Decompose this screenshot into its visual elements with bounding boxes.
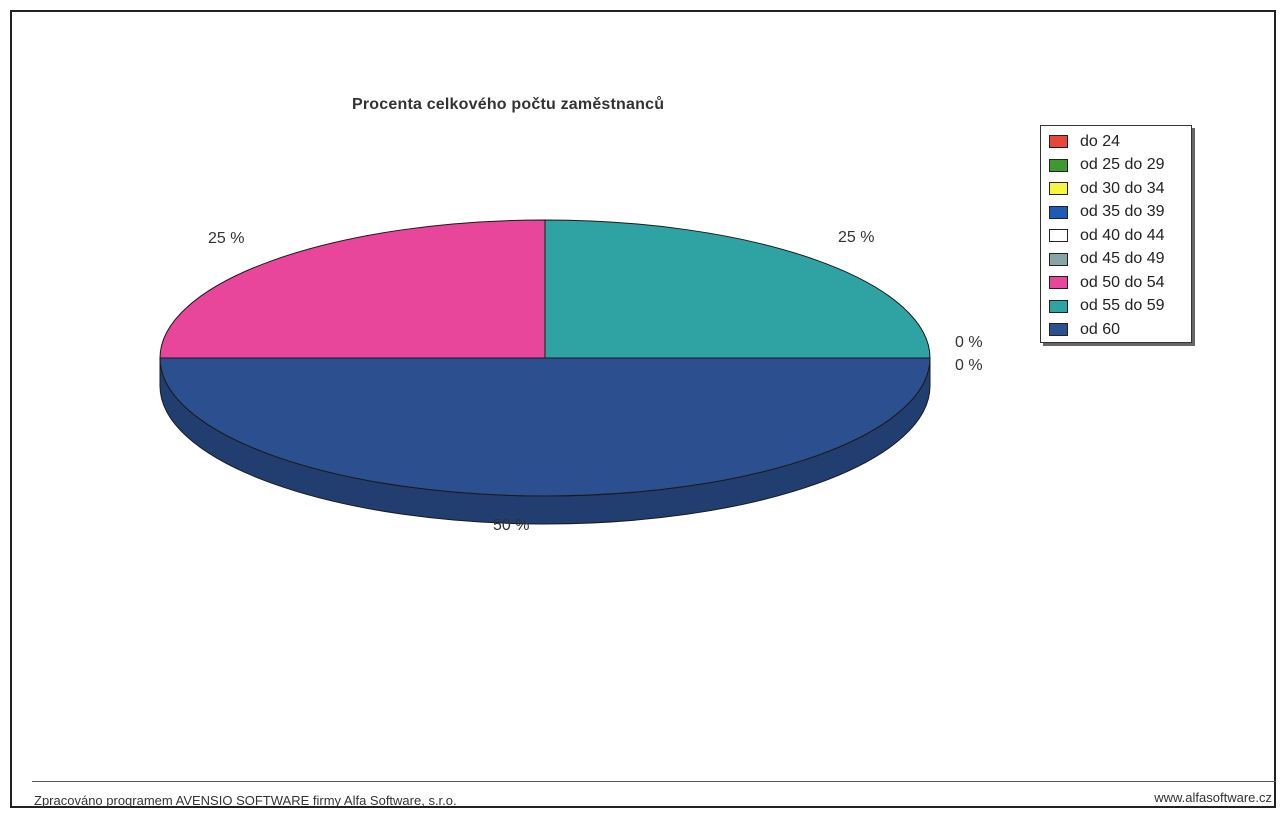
legend-swatch — [1049, 229, 1068, 243]
legend-item: od 40 do 44 — [1049, 224, 1191, 248]
pie-slice-od-60 — [159, 357, 931, 497]
legend-swatch — [1049, 299, 1068, 313]
legend-swatch — [1049, 182, 1068, 196]
label-zero-2: 0 % — [955, 357, 983, 374]
legend-swatch — [1049, 135, 1068, 149]
label-od-60: 50 % — [493, 517, 530, 534]
legend-label: od 45 do 49 — [1080, 250, 1165, 268]
legend: do 24 od 25 do 29 od 30 do 34 od 35 do 3… — [1040, 125, 1192, 343]
legend-item: od 50 do 54 — [1049, 271, 1191, 295]
legend-item: od 60 — [1049, 318, 1191, 342]
legend-label: od 35 do 39 — [1080, 203, 1165, 221]
legend-swatch — [1049, 158, 1068, 172]
legend-label: od 30 do 34 — [1080, 179, 1165, 197]
label-od-50-do-54: 25 % — [838, 229, 875, 246]
legend-label: od 55 do 59 — [1080, 297, 1165, 315]
legend-swatch — [1049, 323, 1068, 337]
footer-divider — [32, 781, 1276, 782]
legend-label: od 40 do 44 — [1080, 226, 1165, 244]
legend-label: od 60 — [1080, 320, 1121, 338]
legend-item: od 30 do 34 — [1049, 177, 1191, 201]
legend-item: od 25 do 29 — [1049, 154, 1191, 178]
footer-credit: Zpracováno programem AVENSIO SOFTWARE fi… — [34, 793, 457, 808]
legend-label: do 24 — [1080, 132, 1121, 150]
pie-slice-od-50-do-54 — [159, 219, 546, 359]
legend-label: od 50 do 54 — [1080, 273, 1165, 291]
legend-item: od 45 do 49 — [1049, 248, 1191, 272]
legend-swatch — [1049, 252, 1068, 266]
legend-swatch — [1049, 276, 1068, 290]
footer-website: www.alfasoftware.cz — [1154, 790, 1272, 805]
label-od-55-do-59: 25 % — [208, 230, 245, 247]
label-zero-1: 0 % — [955, 334, 983, 351]
chart-title: Procenta celkového počtu zaměstnanců — [352, 96, 665, 113]
legend-label: od 25 do 29 — [1080, 156, 1165, 174]
legend-swatch — [1049, 205, 1068, 219]
legend-item: od 35 do 39 — [1049, 201, 1191, 225]
pie-slice-od-55-do-59 — [544, 219, 931, 359]
legend-item: do 24 — [1049, 130, 1191, 154]
legend-item: od 55 do 59 — [1049, 295, 1191, 319]
